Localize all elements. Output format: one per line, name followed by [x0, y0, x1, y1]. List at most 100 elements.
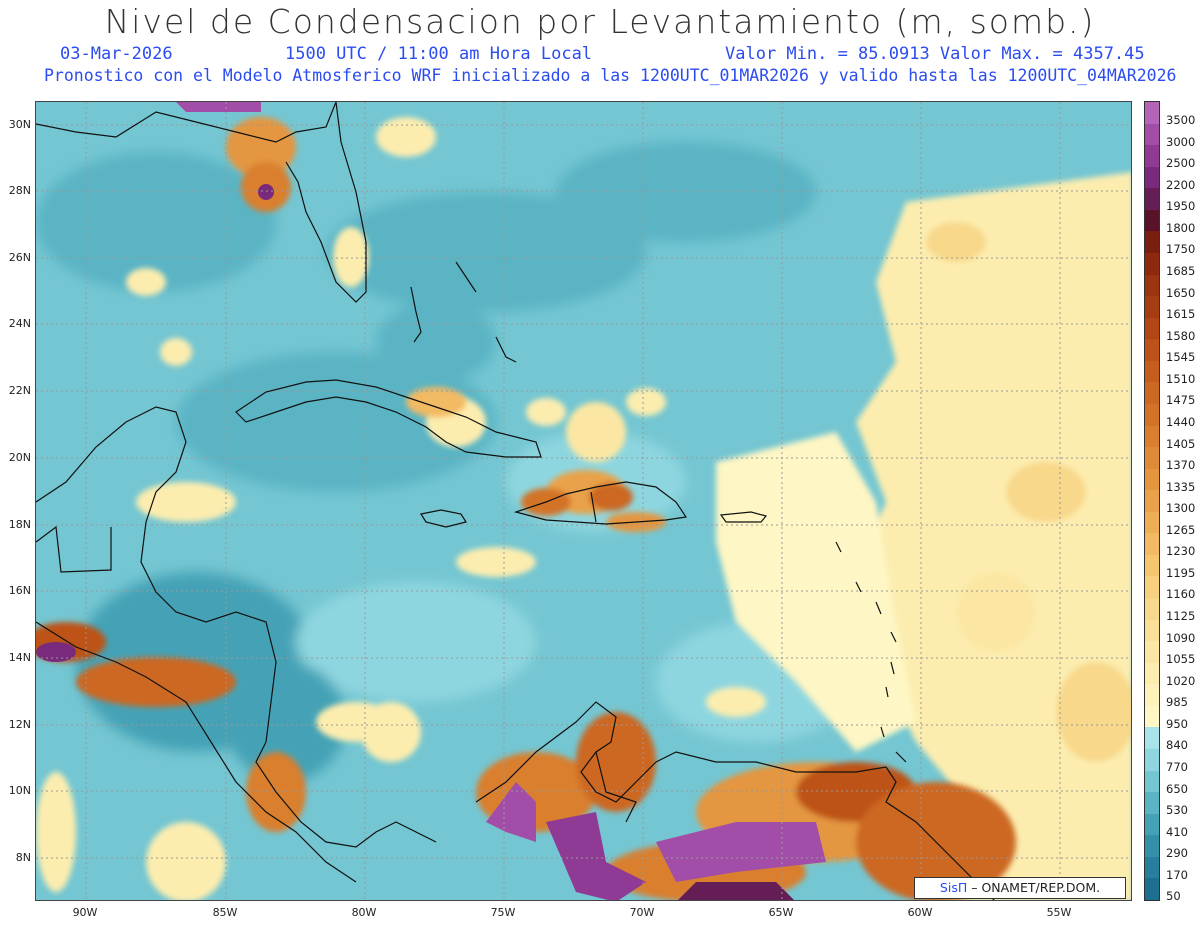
lat-label: 12N	[8, 718, 31, 731]
chart-title: Nivel de Condensacion por Levantamiento …	[104, 2, 1096, 41]
lat-label: 10N	[8, 784, 31, 797]
legend-label: 1335	[1166, 479, 1196, 494]
legend-label: 3500	[1166, 113, 1196, 127]
legend-swatch	[1145, 425, 1159, 448]
legend-swatch	[1145, 856, 1159, 879]
lon-label: 85W	[212, 906, 238, 919]
legend-swatch	[1145, 490, 1159, 513]
legend-label: 1195	[1166, 565, 1196, 580]
legend-swatch	[1145, 382, 1159, 405]
legend-label: 1800	[1166, 220, 1196, 235]
forecast-time: 1500 UTC / 11:00 am Hora Local	[285, 44, 593, 64]
legend-label: 410	[1166, 824, 1188, 839]
coastlines	[36, 102, 995, 900]
lat-label: 14N	[8, 651, 31, 664]
legend-swatch	[1145, 166, 1159, 189]
legend-swatch	[1145, 684, 1159, 707]
legend-label: 1440	[1166, 414, 1196, 429]
legend-swatch	[1145, 662, 1159, 685]
credit-box: SisΠ – ONAMET/REP.DOM.	[914, 877, 1126, 899]
model-info: Pronostico con el Modelo Atmosferico WRF…	[44, 66, 1177, 85]
legend-swatch	[1145, 576, 1159, 599]
lon-label: 90W	[72, 906, 98, 919]
legend-label: 170	[1166, 867, 1188, 882]
forecast-date: 03-Mar-2026	[60, 44, 173, 64]
legend-swatch	[1145, 554, 1159, 577]
legend-swatch	[1145, 317, 1159, 340]
legend-swatch	[1145, 360, 1159, 383]
lat-label: 16N	[8, 584, 31, 597]
legend-swatch	[1145, 705, 1159, 728]
lat-label: 22N	[8, 384, 31, 397]
legend-swatch	[1145, 792, 1159, 815]
legend-swatch	[1145, 727, 1159, 750]
lat-label: 24N	[8, 317, 31, 330]
legend-swatch	[1145, 188, 1159, 211]
legend-swatch	[1145, 145, 1159, 168]
legend-label: 1090	[1166, 630, 1196, 645]
legend-swatch	[1145, 447, 1159, 470]
map-panel[interactable]	[35, 101, 1132, 901]
color-legend	[1144, 101, 1160, 901]
lon-label: 75W	[490, 906, 516, 919]
lon-label: 60W	[907, 906, 933, 919]
lat-label: 18N	[8, 518, 31, 531]
legend-label: 1580	[1166, 328, 1196, 343]
legend-label: 1685	[1166, 263, 1196, 278]
legend-label: 530	[1166, 803, 1188, 818]
legend-swatch	[1145, 252, 1159, 276]
min-max-values: Valor Min. = 85.0913 Valor Max. = 4357.4…	[725, 44, 1145, 64]
legend-label: 840	[1166, 738, 1188, 753]
purple-regions	[36, 102, 826, 900]
legend-label: 1510	[1166, 371, 1196, 386]
lat-label: 26N	[8, 251, 31, 264]
legend-swatch	[1145, 835, 1159, 858]
lat-label: 30N	[8, 118, 31, 131]
legend-swatch	[1145, 209, 1159, 232]
legend-label: 3000	[1166, 134, 1196, 149]
lon-label: 70W	[629, 906, 655, 919]
legend-label: 1020	[1166, 673, 1196, 688]
lcl-map[interactable]	[36, 102, 1132, 901]
legend-swatch	[1145, 511, 1159, 534]
lon-label: 55W	[1046, 906, 1072, 919]
graticule	[36, 102, 1131, 900]
lon-label: 65W	[768, 906, 794, 919]
credit-text: ONAMET/REP.DOM.	[981, 880, 1101, 895]
legend-swatch	[1145, 403, 1159, 426]
legend-label: 1160	[1166, 587, 1196, 602]
legend-label: 2200	[1166, 177, 1196, 192]
sis-logo-text: SisΠ	[939, 880, 968, 895]
legend-swatch	[1145, 878, 1159, 901]
legend-label: 1650	[1166, 285, 1196, 300]
legend-label: 1615	[1166, 307, 1196, 322]
legend-label: 985	[1166, 695, 1188, 710]
legend-swatch	[1145, 102, 1159, 125]
legend-label: 1950	[1166, 199, 1196, 214]
legend-label: 1750	[1166, 242, 1196, 257]
legend-swatch	[1145, 641, 1159, 664]
legend-swatch	[1145, 123, 1159, 146]
legend-label: 650	[1166, 781, 1188, 796]
legend-swatch	[1145, 813, 1159, 836]
legend-label: 290	[1166, 846, 1188, 861]
legend-label: 1055	[1166, 652, 1196, 667]
legend-label: 2500	[1166, 156, 1196, 171]
legend-swatch	[1145, 770, 1159, 793]
legend-label: 1370	[1166, 458, 1196, 473]
lat-label: 28N	[8, 184, 31, 197]
lat-label: 8N	[15, 851, 31, 864]
legend-label: 1230	[1166, 544, 1196, 559]
legend-swatch	[1145, 231, 1159, 254]
legend-swatch	[1145, 749, 1159, 772]
legend-swatch	[1145, 468, 1159, 491]
legend-swatch	[1145, 598, 1159, 621]
legend-label: 770	[1166, 760, 1188, 775]
legend-label: 1545	[1166, 350, 1196, 365]
legend-label: 1265	[1166, 522, 1196, 537]
legend-swatch	[1145, 339, 1159, 362]
yellow-regions	[36, 117, 1131, 900]
legend-label: 1405	[1166, 436, 1196, 451]
lon-label: 80W	[351, 906, 377, 919]
legend-label: 1300	[1166, 501, 1196, 516]
